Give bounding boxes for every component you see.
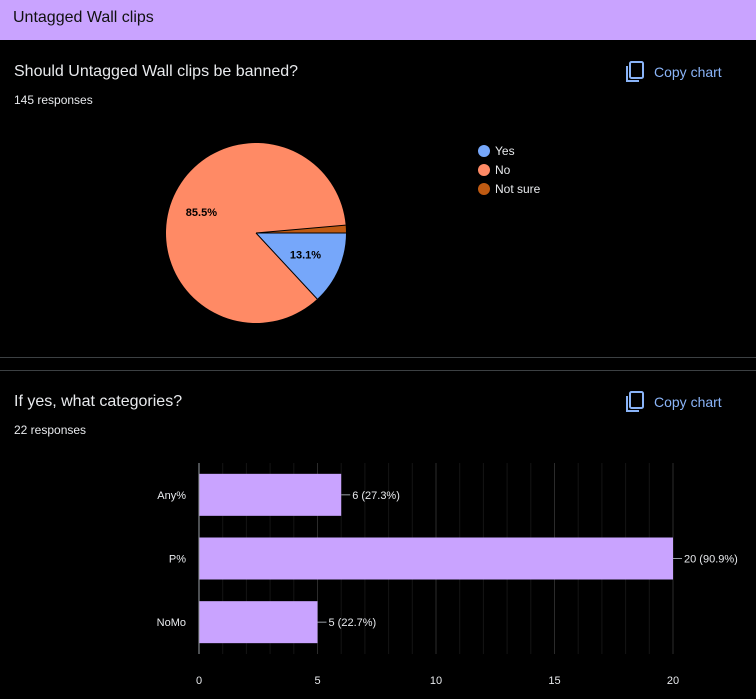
question-title: If yes, what categories?	[14, 393, 183, 410]
bar-data-label: 6 (27.3%)	[352, 490, 400, 502]
pie-label-no: 85.5%	[186, 207, 217, 219]
copy-chart-label: Copy chart	[654, 64, 722, 80]
category-label: NoMo	[157, 617, 186, 629]
bar-any	[199, 473, 342, 516]
pie-label-yes: 13.1%	[290, 250, 321, 262]
legend-swatch-no	[478, 163, 490, 176]
legend-item-not-sure: Not sure	[478, 179, 540, 198]
legend-label-yes: Yes	[495, 143, 515, 158]
pie-slice-no	[166, 143, 346, 323]
pie-slice-border	[255, 224, 346, 234]
x-tick-label: 5	[314, 675, 320, 687]
copy-chart-label: Copy chart	[654, 394, 722, 410]
header-bar: Untagged Wall clips	[0, 0, 756, 40]
pie-legend: Yes No Not sure	[478, 141, 540, 198]
section-divider	[0, 357, 756, 371]
question-card-1: Should Untagged Wall clips be banned? 14…	[0, 41, 756, 357]
copy-chart-button[interactable]: Copy chart	[625, 61, 722, 83]
x-tick-label: 20	[667, 675, 679, 687]
legend-item-no: No	[478, 160, 540, 179]
question-title: Should Untagged Wall clips be banned?	[14, 63, 299, 80]
copy-chart-button[interactable]: Copy chart	[625, 391, 722, 413]
x-tick-label: 10	[430, 675, 442, 687]
legend-swatch-not-sure	[478, 182, 490, 195]
bar-nomo	[199, 601, 318, 644]
copy-icon	[625, 391, 645, 413]
legend-item-yes: Yes	[478, 141, 540, 160]
pie-chart: 13.1% 85.5%	[166, 143, 346, 323]
category-label: P%	[169, 554, 186, 566]
category-label: Any%	[157, 490, 186, 502]
pie-slice-border	[255, 232, 318, 300]
legend-label-not-sure: Not sure	[495, 181, 541, 196]
copy-icon	[625, 61, 645, 83]
bar-p	[199, 537, 673, 580]
x-tick-label: 0	[196, 675, 202, 687]
response-count: 22 responses	[14, 423, 87, 437]
bar-data-label: 5 (22.7%)	[329, 617, 377, 629]
bar-chart: Any% 6 (27.3%) P% 20 (90.9%) NoMo 5 (22.7%) 0 5…	[157, 463, 738, 687]
response-count: 145 responses	[14, 93, 93, 107]
page-title: Untagged Wall clips	[13, 9, 154, 26]
question-card-2: If yes, what categories? 22 responses Co…	[0, 371, 756, 699]
bar-data-label: 20 (90.9%)	[684, 554, 738, 566]
pie-slice-yes	[256, 233, 346, 299]
x-tick-label: 15	[548, 675, 560, 687]
legend-swatch-yes	[478, 144, 490, 157]
legend-label-no: No	[495, 162, 511, 177]
